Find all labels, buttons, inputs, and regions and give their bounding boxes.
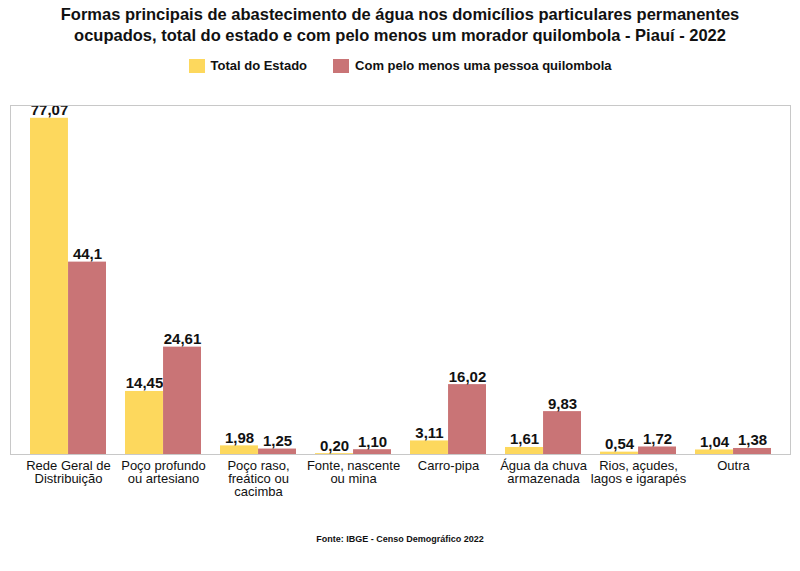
svg-text:Poço raso,freático oucacimba: Poço raso,freático oucacimba	[227, 458, 289, 499]
svg-text:44,1: 44,1	[73, 245, 102, 262]
svg-text:0,54: 0,54	[605, 435, 635, 452]
html-text:Com pelo menos uma pessoa quil: Com pelo menos uma pessoa quilombola	[355, 58, 612, 73]
svg-text:Poço profundoou artesiano: Poço profundoou artesiano	[121, 458, 206, 486]
svg-text:77,07: 77,07	[31, 101, 69, 118]
svg-text:9,83: 9,83	[548, 395, 577, 412]
html-text:Fonte: IBGE - Censo Demográfic: Fonte: IBGE - Censo Demográfico 2022	[316, 534, 484, 544]
svg-text:Fonte, nascenteou mina: Fonte, nascenteou mina	[307, 458, 400, 486]
svg-text:Rede Geral deDistribuição: Rede Geral deDistribuição	[26, 458, 111, 486]
svg-text:1,25: 1,25	[263, 432, 292, 449]
html-text:Formas principais de abastecim: Formas principais de abastecimento de ág…	[60, 5, 740, 44]
svg-text:16,02: 16,02	[449, 368, 487, 385]
html-text:Total do Estado: Total do Estado	[210, 58, 307, 73]
svg-text:1,10: 1,10	[358, 433, 387, 450]
svg-text:1,98: 1,98	[225, 429, 254, 446]
svg-text:1,72: 1,72	[643, 430, 672, 447]
svg-text:1,38: 1,38	[738, 431, 767, 448]
svg-text:3,11: 3,11	[415, 424, 443, 441]
svg-text:1,04: 1,04	[700, 433, 730, 450]
svg-text:1,61: 1,61	[510, 430, 539, 447]
svg-text:0,20: 0,20	[320, 437, 349, 454]
svg-text:Outra: Outra	[717, 458, 750, 473]
svg-text:Rios, açudes,lagos e igarapés: Rios, açudes,lagos e igarapés	[591, 458, 687, 486]
svg-text:Carro-pipa: Carro-pipa	[418, 458, 480, 473]
svg-text:24,61: 24,61	[164, 330, 202, 347]
svg-text:Água da chuvaarmazenada: Água da chuvaarmazenada	[500, 458, 588, 486]
svg-text:14,45: 14,45	[126, 374, 164, 391]
